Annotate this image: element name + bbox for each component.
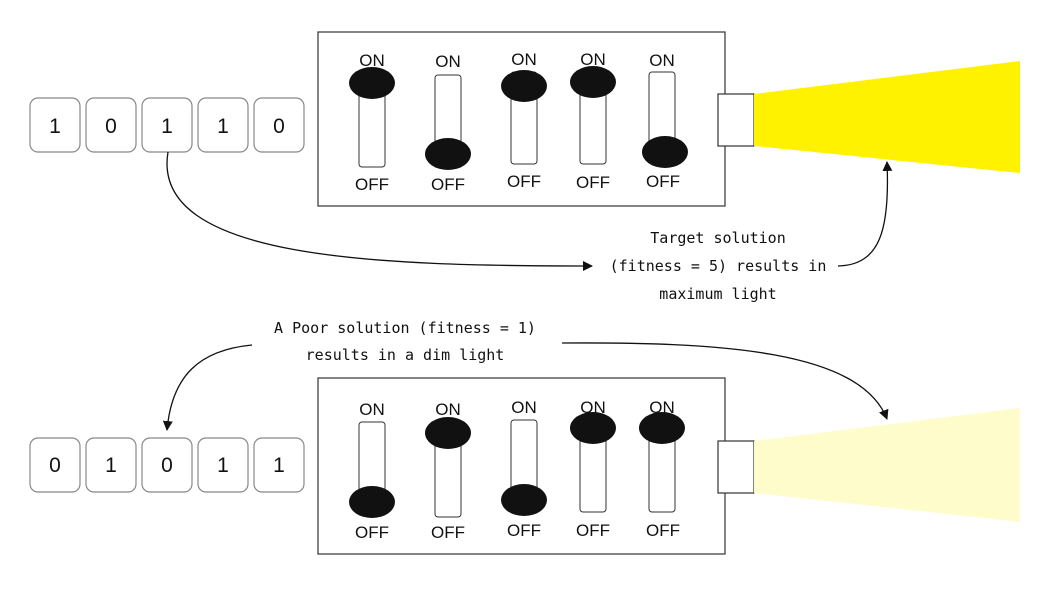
switch-on-label: ON [649, 51, 675, 70]
arrow-target-note-to-light [837, 161, 893, 267]
bit-box [85, 97, 137, 153]
target-bit-string: 1 0 1 1 0 [29, 97, 305, 153]
poor-row: 0 1 0 1 1 ON OFF ON OFF ON OFF [29, 377, 1020, 555]
target-note-line: Target solution [650, 229, 785, 247]
bit-box [85, 437, 137, 493]
light-beam-bright [754, 61, 1020, 173]
target-note-line: maximum light [659, 285, 776, 303]
target-flashlight [717, 61, 1020, 173]
switch-off-label: OFF [576, 521, 610, 540]
switch-knob [349, 67, 395, 99]
switch-knob [425, 417, 471, 449]
switch-off-label: OFF [646, 521, 680, 540]
target-note-line: (fitness = 5) results in [610, 257, 827, 275]
switch-off-label: OFF [355, 523, 389, 542]
target-row: 1 0 1 1 0 ON OFF ON OFF ON OFF [29, 31, 1020, 207]
switch-on-label: ON [580, 50, 606, 69]
switch-off-label: OFF [355, 175, 389, 194]
switch-on-label: ON [359, 51, 385, 70]
bit-value: 1 [105, 454, 117, 477]
switch-off-label: OFF [507, 172, 541, 191]
bit-value: 1 [273, 454, 285, 477]
bit-box [141, 437, 193, 493]
bit-box [253, 97, 305, 153]
bit-box [253, 437, 305, 493]
switch-knob [570, 66, 616, 98]
bit-box [29, 97, 81, 153]
switch-on-label: ON [359, 400, 385, 419]
bulb-housing [717, 440, 755, 494]
switch-off-label: OFF [431, 523, 465, 542]
poor-bit-string: 0 1 0 1 1 [29, 437, 305, 493]
switch-on-label: ON [511, 50, 537, 69]
bit-value: 1 [217, 454, 229, 477]
switch-off-label: OFF [507, 521, 541, 540]
bit-value: 1 [161, 115, 173, 138]
switch-knob [501, 484, 547, 516]
bit-value: 1 [49, 115, 61, 138]
switch-off-label: OFF [431, 175, 465, 194]
bit-value: 0 [105, 115, 117, 138]
light-beam-dim [754, 408, 1020, 522]
bit-value: 0 [49, 454, 61, 477]
poor-switches: ON OFF ON OFF ON OFF ON OFF ON OFF [349, 398, 685, 542]
poor-note: A Poor solution (fitness = 1) results in… [274, 319, 536, 364]
poor-note-line: results in a dim light [306, 346, 505, 364]
switch-knob [639, 412, 685, 444]
bit-box [141, 97, 193, 153]
bulb-housing [717, 93, 755, 147]
target-note: Target solution (fitness = 5) results in… [610, 229, 827, 303]
bit-box [29, 437, 81, 493]
switch-knob [501, 70, 547, 102]
arrow-poor-note-to-light [561, 342, 889, 420]
switch-off-label: OFF [646, 172, 680, 191]
switch-on-label: ON [649, 398, 675, 417]
switch-on-label: ON [511, 398, 537, 417]
switch-knob [425, 138, 471, 170]
switch-knob [349, 486, 395, 518]
switch-knob [642, 136, 688, 168]
arrow-bits-to-target-note [166, 151, 593, 271]
bit-box [197, 97, 249, 153]
switch-on-label: ON [580, 398, 606, 417]
switch-on-label: ON [435, 400, 461, 419]
switch-on-label: ON [435, 52, 461, 71]
target-switches: ON OFF ON OFF ON OFF ON OFF ON OFF [349, 50, 688, 194]
bit-value: 1 [217, 115, 229, 138]
poor-flashlight [717, 408, 1020, 522]
bit-value: 0 [273, 115, 285, 138]
switch-off-label: OFF [576, 173, 610, 192]
switch-knob [570, 412, 616, 444]
arrow-poor-note-to-bits [162, 344, 253, 431]
bit-box [197, 437, 249, 493]
poor-note-line: A Poor solution (fitness = 1) [274, 319, 536, 337]
bit-value: 0 [161, 454, 173, 477]
